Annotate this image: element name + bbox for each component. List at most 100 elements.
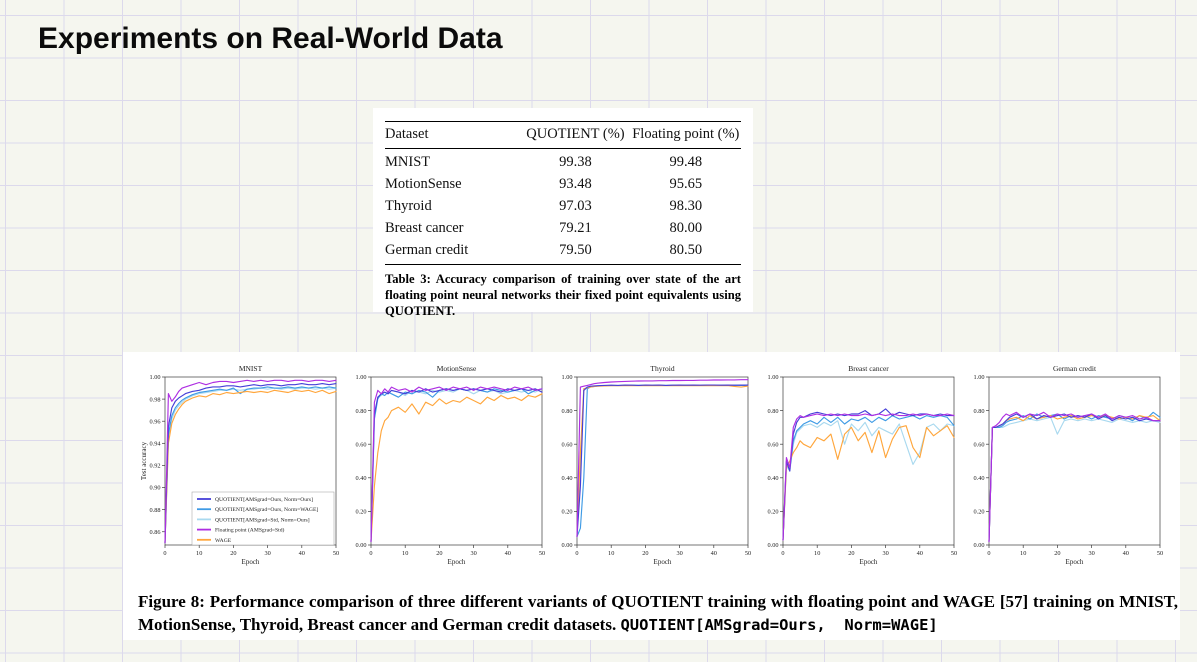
chart-motionsense: 0.00 0.20 0.40 0.60 0.80 1.00 0 10 20 30 40 50 Motio… — [355, 364, 545, 566]
table-row: MNIST 99.38 99.48 — [385, 149, 741, 174]
x-tick-label: 10 — [1020, 550, 1026, 557]
y-tick-label: 0.00 — [355, 542, 366, 549]
legend-label: QUOTIENT[AMSgrad=Std, Norm=Ours] — [215, 517, 310, 523]
figure-caption: Figure 8: Performance comparison of thre… — [138, 590, 1178, 637]
charts-row: 0.86 0.88 0.90 0.92 0.94 0.96 0.98 1.00 0 10 20 30 4… — [137, 352, 1180, 570]
x-tick-label: 30 — [264, 550, 270, 557]
y-tick-label: 0.80 — [561, 408, 572, 415]
plot-area — [370, 376, 543, 546]
x-tick-label: 50 — [951, 550, 957, 557]
x-tick-label: 10 — [814, 550, 820, 557]
table-row: German credit 79.50 80.50 — [385, 239, 741, 265]
chart-mnist: 0.86 0.88 0.90 0.92 0.94 0.96 0.98 1.00 0 10 20 30 4… — [140, 364, 339, 566]
y-tick-label: 0.60 — [561, 441, 572, 448]
legend-label: QUOTIENT[AMSgrad=Ours, Norm=WAGE] — [215, 507, 318, 513]
y-tick-label: 0.20 — [973, 509, 984, 516]
series-line — [782, 420, 955, 541]
dataset-cell: Thyroid — [385, 198, 432, 214]
series-line — [782, 413, 955, 541]
x-axis-label: Epoch — [860, 558, 878, 566]
table-row: MotionSense 93.48 95.65 — [385, 174, 741, 196]
x-tick-label: 50 — [745, 550, 751, 557]
x-tick-label: 0 — [781, 550, 784, 557]
x-axis-label: Epoch — [448, 558, 466, 566]
chart-breast-cancer: 0.00 0.20 0.40 0.60 0.80 1.00 0 10 20 30 40 50 Breas… — [767, 364, 957, 566]
chart-title: Thyroid — [650, 364, 674, 373]
x-tick-label: 30 — [882, 550, 888, 557]
table-row: Thyroid 97.03 98.30 — [385, 196, 741, 218]
x-tick-label: 40 — [917, 550, 923, 557]
table-caption: Table 3: Accuracy comparison of training… — [385, 272, 741, 318]
dataset-cell: MotionSense — [385, 176, 462, 192]
dataset-cell: German credit — [385, 239, 521, 265]
y-tick-label: 0.20 — [355, 509, 366, 516]
x-tick-label: 50 — [539, 550, 545, 557]
x-tick-label: 20 — [848, 550, 854, 557]
legend-label: WAGE — [215, 538, 232, 544]
series-line — [164, 383, 337, 544]
y-tick-label: 0.00 — [561, 542, 572, 549]
x-tick-label: 20 — [1054, 550, 1060, 557]
x-tick-label: 50 — [333, 550, 339, 557]
series-line — [576, 379, 749, 538]
legend-label: Floating point (AMSgrad=Std) — [215, 527, 284, 534]
accuracy-value-cell: 79.50 — [520, 239, 631, 265]
table-card: Dataset QUOTIENT (%) Floating point (%) MNI… — [373, 108, 753, 318]
plot-area — [576, 376, 749, 546]
chart-title: MotionSense — [437, 364, 477, 373]
x-tick-label: 30 — [676, 550, 682, 557]
x-tick-label: 0 — [369, 550, 372, 557]
series-line — [782, 425, 955, 541]
x-tick-label: 40 — [299, 550, 305, 557]
legend-box — [191, 491, 335, 546]
series-line — [988, 416, 1161, 543]
x-axis-label: Epoch — [242, 558, 260, 566]
y-tick-label: 0.20 — [561, 509, 572, 516]
y-tick-label: 0.60 — [973, 441, 984, 448]
x-tick-label: 10 — [196, 550, 202, 557]
chart-thyroid: 0.00 0.20 0.40 0.60 0.80 1.00 0 10 20 30 40 50 Thyro… — [561, 364, 751, 566]
accuracy-value-cell: 79.21 — [559, 220, 592, 236]
x-tick-label: 40 — [505, 550, 511, 557]
y-axis-label: Test accuracy — [140, 441, 148, 480]
y-tick-label: 0.92 — [149, 463, 160, 470]
y-tick-label: 1.00 — [561, 374, 572, 381]
x-tick-label: 40 — [711, 550, 717, 557]
y-tick-label: 0.86 — [149, 529, 160, 536]
x-tick-label: 20 — [436, 550, 442, 557]
x-tick-label: 0 — [987, 550, 990, 557]
x-tick-label: 10 — [608, 550, 614, 557]
accuracy-value-cell: 80.00 — [669, 220, 703, 236]
y-tick-label: 0.94 — [149, 441, 161, 448]
accuracy-value-cell: 98.30 — [669, 198, 703, 214]
chart-german-credit: 0.00 0.20 0.40 0.60 0.80 1.00 0 10 20 30 40 50 Germa… — [973, 364, 1163, 566]
y-tick-label: 1.00 — [973, 374, 984, 381]
series-line — [988, 413, 1161, 543]
series-line — [370, 393, 543, 543]
series-line — [164, 389, 337, 544]
slide-title: Experiments on Real-World Data — [38, 22, 503, 55]
table-row: Breast cancer 79.21 80.00 — [385, 218, 741, 240]
x-tick-label: 10 — [402, 550, 408, 557]
plot-area — [988, 376, 1161, 546]
accuracy-table: Dataset QUOTIENT (%) Floating point (%) MNI… — [385, 121, 741, 265]
chart-title: German credit — [1053, 364, 1097, 373]
y-tick-label: 0.40 — [561, 475, 572, 482]
x-tick-label: 0 — [163, 550, 166, 557]
figure-card: 0.86 0.88 0.90 0.92 0.94 0.96 0.98 1.00 0 10 20 30 4… — [123, 352, 1180, 640]
accuracy-value-cell: 95.65 — [669, 176, 703, 192]
y-tick-label: 0.20 — [767, 509, 778, 516]
series-line — [370, 386, 543, 543]
table-header-dataset: Dataset — [385, 121, 521, 149]
table-header-floating-point: Floating point (%) — [630, 121, 741, 149]
x-tick-label: 40 — [1123, 550, 1129, 557]
y-tick-label: 0.60 — [767, 441, 778, 448]
series-line — [164, 387, 337, 544]
accuracy-value-cell: 80.50 — [630, 239, 741, 265]
x-tick-label: 30 — [470, 550, 476, 557]
y-tick-label: 0.98 — [149, 396, 160, 403]
x-tick-label: 50 — [1157, 550, 1163, 557]
y-tick-label: 0.60 — [355, 441, 366, 448]
x-tick-label: 20 — [642, 550, 648, 557]
